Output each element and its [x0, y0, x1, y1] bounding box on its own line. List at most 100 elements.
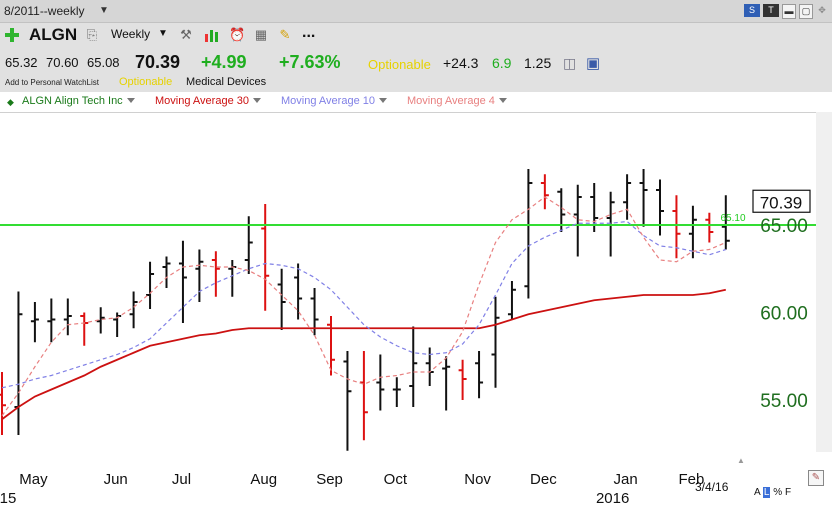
symbol-name[interactable]: ALGN	[29, 25, 78, 44]
window-controls: S T ▬ ▢ ✥	[744, 4, 828, 19]
last-price-label: 70.39	[760, 193, 803, 212]
ohlc-bar	[178, 240, 187, 323]
scale-a-button[interactable]: A	[754, 487, 761, 498]
legend-item-label: Moving Average 10	[281, 95, 375, 107]
ohlc-bar	[63, 298, 72, 336]
period-select[interactable]: Weekly	[111, 27, 151, 41]
legend-arrow-icon: ◆	[7, 97, 14, 107]
restore-icon[interactable]: ▢	[799, 4, 813, 19]
ohlc-bar	[162, 256, 171, 288]
save-icon[interactable]: ▣	[586, 55, 601, 72]
ohlc-bar	[392, 377, 401, 407]
ohlc-bar	[211, 251, 220, 297]
ohlc-bar	[458, 359, 467, 400]
quote-stat-1: +24.3	[443, 55, 479, 71]
x-tick-label: Dec	[530, 471, 557, 488]
scale-f-button[interactable]: F	[784, 487, 792, 498]
moving-averages	[1, 196, 727, 420]
x-tick-label: Oct	[384, 471, 408, 488]
x-tick-label: Aug	[250, 471, 277, 488]
ohlc-bar	[540, 174, 549, 210]
legend-item-ma30[interactable]: Moving Average 30	[155, 95, 261, 107]
ohlc-bar	[507, 281, 516, 320]
scale-l-button[interactable]: L	[762, 487, 771, 498]
legend-item-label: Moving Average 4	[407, 95, 495, 107]
quote-row: 65.32 70.60 65.08 70.39 +4.99 +7.63% Opt…	[0, 52, 832, 74]
ohlc-bar	[672, 195, 681, 259]
price-chart[interactable]: 65.10 55.00 60.00 65.00 70.39 May Jun Jul Aug S…	[0, 112, 832, 511]
quote-open: 65.32	[5, 55, 38, 70]
ohlc-bar	[294, 263, 303, 320]
tools-icon[interactable]: ⚒	[180, 27, 192, 42]
optionable-label: Optionable	[368, 57, 431, 72]
legend-item-label: Moving Average 30	[155, 95, 249, 107]
title-bar: 8/2011--weekly ▼ S T ▬ ▢ ✥	[0, 0, 832, 23]
ohlc-bar	[146, 261, 155, 309]
symbol-toolbar: ALGN ⎘ Weekly ▼ ⚒ ⏰ ▦ ✎ ...	[0, 24, 832, 46]
industry-label[interactable]: Medical Devices	[186, 76, 267, 88]
ohlc-bar	[475, 351, 484, 399]
edit-icon[interactable]: ✎	[808, 470, 824, 486]
ohlc-bar	[47, 298, 56, 343]
quote-low: 65.08	[87, 55, 120, 70]
chevron-down-icon	[252, 98, 261, 103]
move-icon[interactable]: ✥	[818, 5, 826, 15]
ohlc-bar	[425, 347, 434, 386]
ohlc-bar	[623, 174, 632, 220]
ohlc-bar	[228, 260, 237, 297]
scale-pct-button[interactable]: %	[773, 487, 783, 498]
print-icon[interactable]: ⎘	[86, 27, 98, 42]
y-tick-label: 60.00	[760, 304, 808, 325]
legend-item-ma10[interactable]: Moving Average 10	[281, 95, 387, 107]
minimize-icon[interactable]: ▬	[782, 4, 796, 19]
ohlc-bar	[14, 291, 23, 435]
x-tick-label: May	[19, 471, 48, 488]
chevron-down-icon[interactable]: ▼	[158, 28, 168, 39]
year-label: 2016	[596, 490, 629, 507]
quote-stat-2: 6.9	[492, 55, 512, 71]
alarm-clock-icon[interactable]: ⏰	[229, 27, 246, 42]
ma4-line	[1, 196, 727, 417]
date-label: 3/4/16	[695, 480, 729, 494]
calculator-icon[interactable]: ▦	[254, 27, 268, 42]
chart-legend: ◆ ALGN Align Tech Inc Moving Average 30 …	[0, 92, 832, 113]
x-tick-label: Nov	[464, 471, 491, 488]
legend-item-ma4[interactable]: Moving Average 4	[407, 95, 507, 107]
year-label: 15	[0, 490, 16, 507]
ohlc-bar	[30, 302, 39, 343]
arrow-up-icon[interactable]: ▲	[737, 456, 745, 465]
optionable-tag: Optionable	[119, 76, 173, 88]
chevron-down-icon	[378, 98, 387, 103]
ohlc-bar	[80, 312, 89, 346]
more-menu[interactable]: ...	[302, 24, 316, 41]
y-axis: 55.00 60.00 65.00 70.39	[752, 189, 811, 412]
ohlc-bar	[261, 204, 270, 311]
database-icon[interactable]: ◫	[563, 55, 577, 71]
ohlc-bar	[343, 351, 352, 451]
add-icon[interactable]	[4, 27, 20, 43]
quote-change: +4.99	[201, 52, 247, 72]
ohlc-bar	[656, 179, 664, 236]
ohlc-bar	[129, 291, 138, 329]
x-tick-label: Jul	[172, 471, 191, 488]
ohlc-bar	[639, 169, 648, 227]
ohlc-bar	[359, 351, 368, 441]
resistance-line: 65.10	[0, 213, 816, 226]
t-button[interactable]: T	[763, 4, 779, 17]
quote-high: 70.60	[46, 55, 79, 70]
chevron-down-icon[interactable]: ▼	[99, 5, 109, 16]
bar-chart-icon[interactable]	[204, 27, 220, 43]
quote-change-pct: +7.63%	[279, 52, 341, 72]
x-tick-label: Jan	[614, 471, 638, 488]
note-icon[interactable]: ✎	[279, 27, 291, 42]
scroll-strip[interactable]	[816, 112, 832, 452]
ohlc-bar	[409, 326, 418, 407]
ohlc-bar	[113, 312, 122, 337]
legend-item-price[interactable]: ALGN Align Tech Inc	[22, 95, 135, 107]
ma10-line	[1, 220, 726, 389]
s-button[interactable]: S	[744, 4, 760, 17]
legend-item-label: ALGN Align Tech Inc	[22, 95, 123, 107]
x-tick-label: Feb	[679, 471, 705, 488]
x-tick-label: Jun	[104, 471, 128, 488]
add-watchlist-link[interactable]: Add to Personal WatchList	[5, 78, 99, 87]
